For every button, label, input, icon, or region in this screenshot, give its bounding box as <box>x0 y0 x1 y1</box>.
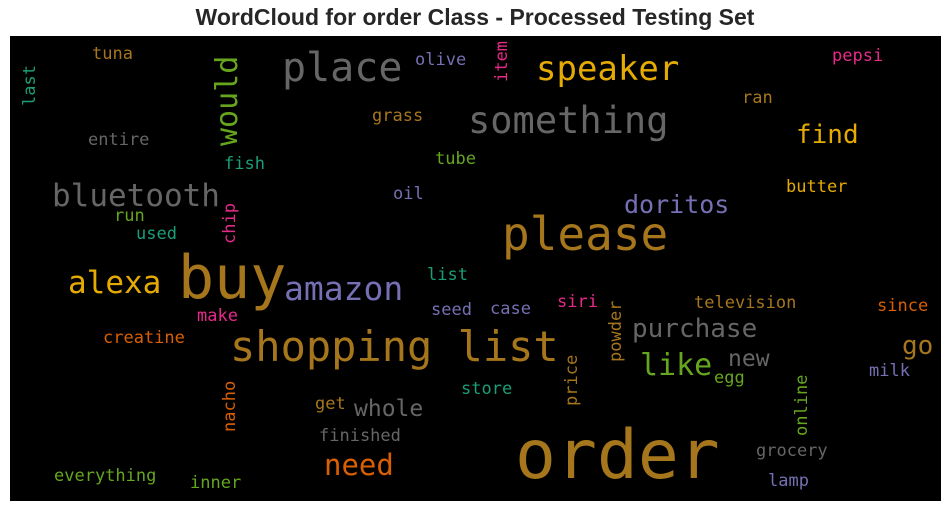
word-list: list <box>427 265 468 285</box>
word-milk: milk <box>869 361 910 381</box>
word-item: item <box>492 41 512 82</box>
word-olive: olive <box>415 50 467 70</box>
word-entire: entire <box>88 130 150 150</box>
word-ran: ran <box>742 88 773 108</box>
word-get: get <box>315 394 346 414</box>
word-since: since <box>877 296 929 316</box>
word-speaker: speaker <box>536 49 680 89</box>
word-last: last <box>20 65 40 106</box>
word-whole: whole <box>354 396 424 422</box>
word-please: please <box>502 207 669 261</box>
word-finished: finished <box>319 426 401 446</box>
word-cloud: order buy please shopping list place som… <box>10 36 941 501</box>
word-shopping-list: shopping list <box>230 322 559 371</box>
word-egg: egg <box>714 368 745 388</box>
word-like: like <box>640 348 713 383</box>
word-run: run <box>114 206 145 226</box>
word-siri: siri <box>557 292 598 312</box>
word-fish: fish <box>224 154 265 174</box>
word-online: online <box>792 374 812 436</box>
word-amazon: amazon <box>284 269 404 308</box>
word-grass: grass <box>372 106 424 126</box>
word-case: case <box>490 299 531 319</box>
word-creatine: creatine <box>103 328 185 348</box>
word-chip: chip <box>220 203 240 244</box>
word-tube: tube <box>435 149 476 169</box>
word-buy: buy <box>178 243 287 313</box>
word-powder: powder <box>606 300 626 362</box>
word-butter: butter <box>786 177 848 197</box>
word-price: price <box>562 354 582 406</box>
word-new: new <box>728 346 770 372</box>
word-make: make <box>197 306 238 326</box>
word-something: something <box>468 99 669 142</box>
word-everything: everything <box>54 466 157 486</box>
word-store: store <box>461 379 513 399</box>
word-need: need <box>324 448 394 482</box>
word-television: television <box>694 293 797 313</box>
word-order: order <box>515 416 720 495</box>
word-pepsi: pepsi <box>832 46 884 66</box>
word-bluetooth: bluetooth <box>52 178 220 214</box>
word-grocery: grocery <box>756 441 828 461</box>
word-seed: seed <box>431 300 472 320</box>
chart-title: WordCloud for order Class - Processed Te… <box>195 4 755 30</box>
word-nacho: nacho <box>220 380 240 432</box>
word-oil: oil <box>393 184 424 204</box>
word-go: go <box>902 331 934 361</box>
word-lamp: lamp <box>768 471 809 491</box>
word-purchase: purchase <box>632 314 758 344</box>
word-doritos: doritos <box>624 190 730 219</box>
word-inner: inner <box>190 473 242 493</box>
word-find: find <box>796 120 859 150</box>
word-used: used <box>136 224 177 244</box>
word-alexa: alexa <box>68 265 162 301</box>
word-tuna: tuna <box>92 44 133 64</box>
word-place: place <box>282 45 403 91</box>
word-would: would <box>210 55 245 146</box>
